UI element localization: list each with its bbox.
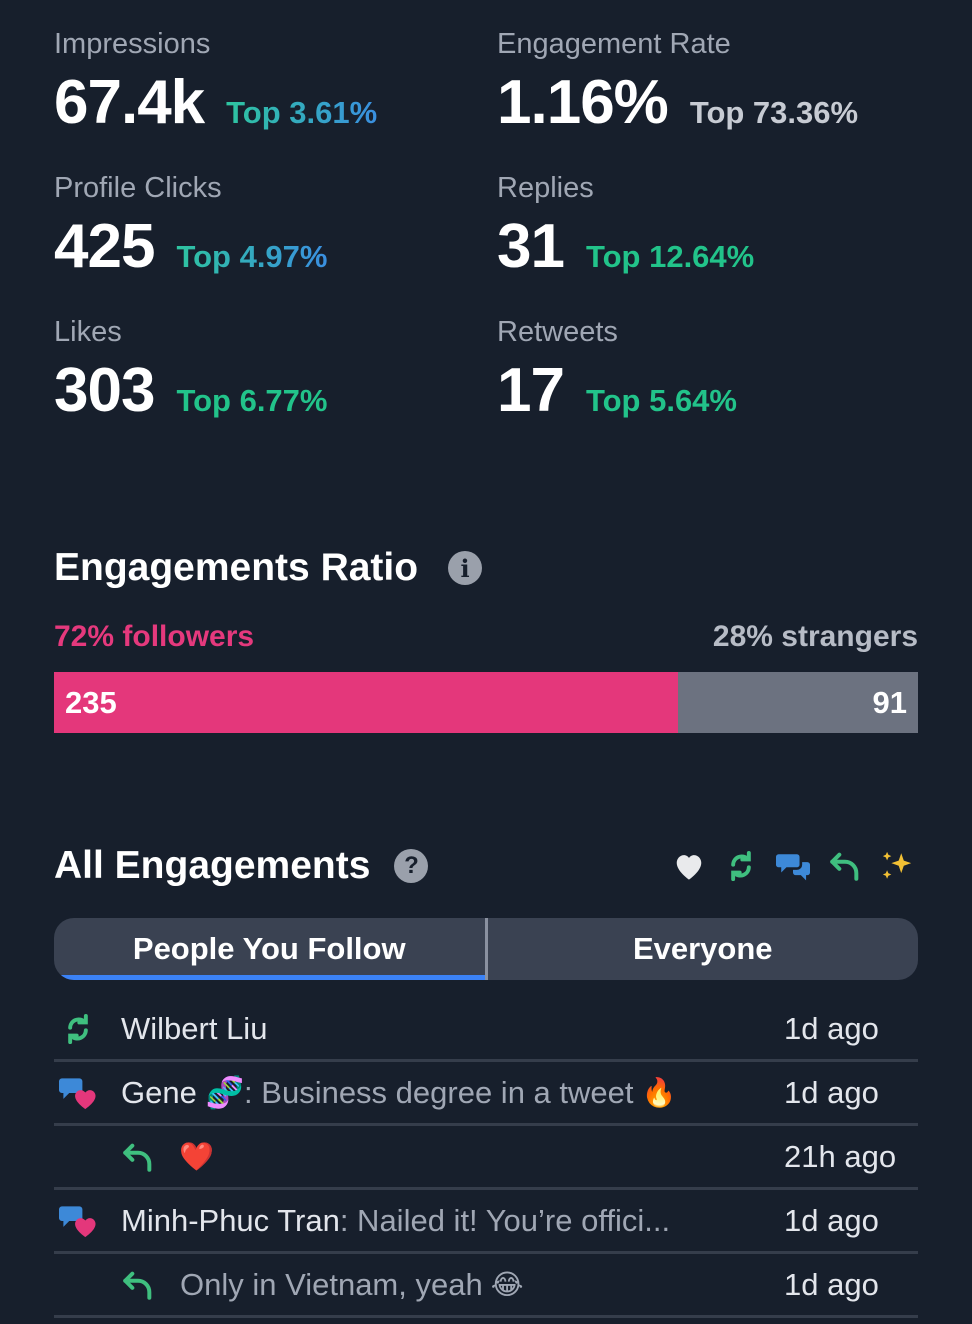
stat-impressions: Impressions 67.4k Top 3.61% — [54, 26, 474, 138]
stat-label: Impressions — [54, 28, 211, 60]
list-item[interactable]: Minh-Phuc Tran : Nailed it! You’re offic… — [54, 1190, 918, 1254]
quote-like-icon — [58, 1201, 98, 1241]
tweet-text: : Nailed it! You’re offici... — [339, 1202, 671, 1238]
stat-profile-clicks: Profile Clicks 425 Top 4.97% — [54, 170, 474, 282]
tab-everyone[interactable]: Everyone — [488, 918, 919, 980]
stat-label: Replies — [497, 172, 594, 204]
list-item[interactable]: Only in Vietnam, yeah 😂 1d ago — [54, 1254, 918, 1318]
fire-emoji: 🔥 — [641, 1077, 677, 1108]
followers-bar: 235 — [54, 672, 678, 733]
tab-people-you-follow[interactable]: People You Follow — [54, 918, 488, 980]
stat-value: 425 — [54, 212, 155, 281]
stat-value: 1.16% — [497, 68, 669, 137]
audience-tabs: People You Follow Everyone — [54, 918, 918, 980]
stat-label: Retweets — [497, 316, 618, 348]
strangers-bar: 91 — [677, 672, 918, 733]
ratio-bar: 235 91 — [54, 672, 918, 733]
list-item[interactable]: ❤️ 21h ago — [54, 1126, 918, 1190]
user-name[interactable]: Wilbert Liu — [121, 1010, 268, 1046]
ratio-section-title: Engagements Ratio i — [54, 546, 483, 590]
timestamp: 1d ago — [784, 1266, 879, 1302]
reply-icon[interactable] — [828, 846, 862, 886]
stat-rank: Top 4.97% — [176, 239, 328, 274]
heart-emoji: ❤️ — [179, 1141, 214, 1172]
laughing-emoji: 😂 — [490, 1269, 524, 1300]
stat-engagement-rate: Engagement Rate 1.16% Top 73.36% — [497, 26, 917, 138]
engagement-filters — [672, 846, 914, 886]
strangers-label: 28% strangers — [712, 620, 918, 653]
stat-value: 67.4k — [54, 68, 205, 137]
followers-label: 72% followers — [54, 620, 255, 653]
ratio-title: Engagements Ratio — [54, 546, 419, 589]
reply-icon — [121, 1141, 155, 1173]
stat-rank: Top 12.64% — [585, 239, 755, 274]
retweet-icon — [58, 1009, 98, 1049]
timestamp: 1d ago — [784, 1010, 879, 1046]
timestamp: 1d ago — [784, 1074, 879, 1110]
stat-value: 31 — [497, 212, 565, 281]
stat-label: Profile Clicks — [54, 172, 222, 204]
stat-replies: Replies 31 Top 12.64% — [497, 170, 917, 282]
ratio-labels: 72% followers 28% strangers — [54, 620, 918, 654]
quote-like-icon — [58, 1073, 98, 1113]
user-name[interactable]: Gene 🧬 — [121, 1075, 245, 1110]
reply-icon — [121, 1269, 155, 1301]
stat-rank: Top 3.61% — [226, 95, 378, 130]
stat-rank: Top 73.36% — [689, 95, 859, 130]
tweet-text: : Business degree in a tweet — [244, 1074, 634, 1110]
tab-label: Everyone — [632, 931, 773, 966]
sparkles-icon[interactable] — [880, 846, 914, 886]
timestamp: 21h ago — [784, 1138, 897, 1174]
quote-icon[interactable] — [776, 846, 810, 886]
engagements-title: All Engagements — [54, 844, 371, 887]
reply-text: Only in Vietnam, yeah — [180, 1266, 483, 1302]
stat-retweets: Retweets 17 Top 5.64% — [497, 314, 917, 426]
info-icon[interactable]: i — [448, 551, 483, 585]
stat-rank: Top 5.64% — [585, 383, 737, 418]
stat-rank: Top 6.77% — [176, 383, 328, 418]
stat-likes: Likes 303 Top 6.77% — [54, 314, 474, 426]
engagement-list: Wilbert Liu 1d ago Gene 🧬 : Business deg… — [54, 998, 918, 1318]
list-item[interactable]: Wilbert Liu 1d ago — [54, 998, 918, 1062]
list-item[interactable]: Gene 🧬 : Business degree in a tweet 🔥 1d… — [54, 1062, 918, 1126]
engagements-section-title: All Engagements ? — [54, 844, 429, 888]
user-name[interactable]: Minh-Phuc Tran — [121, 1202, 340, 1238]
retweet-icon[interactable] — [724, 846, 758, 886]
stat-value: 17 — [497, 356, 565, 425]
timestamp: 1d ago — [784, 1202, 879, 1238]
stat-label: Likes — [54, 316, 122, 348]
followers-count: 235 — [65, 684, 117, 720]
heart-icon[interactable] — [672, 846, 706, 886]
help-icon[interactable]: ? — [394, 849, 429, 883]
stat-label: Engagement Rate — [497, 28, 731, 60]
stat-value: 303 — [54, 356, 155, 425]
strangers-count: 91 — [872, 684, 907, 720]
tab-label: People You Follow — [132, 931, 406, 966]
